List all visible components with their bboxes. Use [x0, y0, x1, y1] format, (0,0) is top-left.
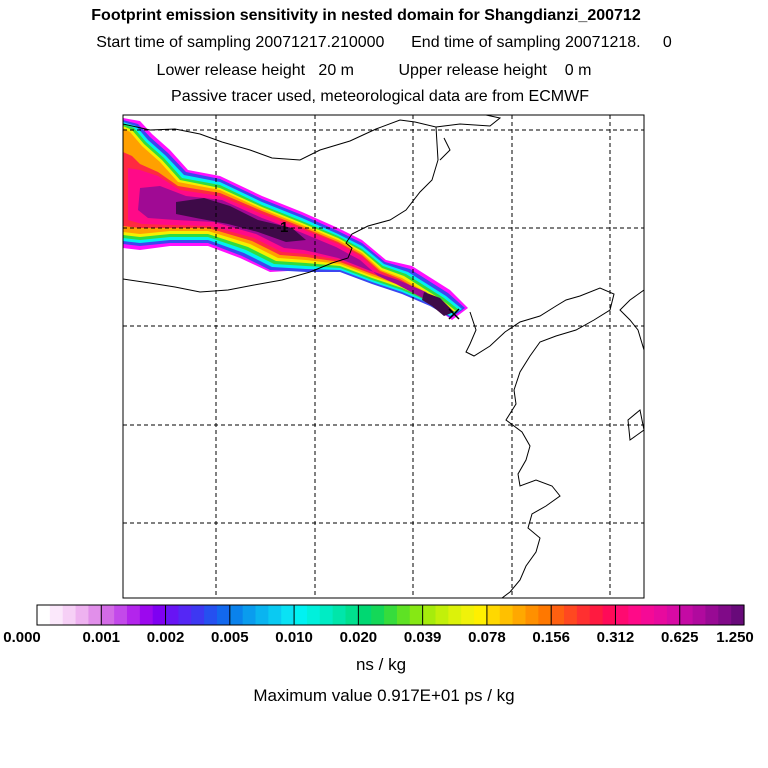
colorbar-cell — [525, 605, 539, 625]
colorbar-cell — [152, 605, 167, 625]
colorbar-cell — [461, 605, 475, 625]
colorbar-tick-label: 0.020 — [339, 629, 378, 646]
colorbar-cell — [281, 605, 295, 625]
colorbar-tick-label: 1.250 — [716, 629, 754, 646]
coast-north — [123, 119, 439, 293]
colorbar-frame — [36, 604, 745, 626]
coastlines — [123, 115, 644, 598]
colorbar-cell — [435, 605, 449, 625]
colorbar-cell — [486, 605, 501, 625]
colorbar-cell — [294, 605, 308, 625]
release-height-line: Lower release height 20 m Upper release … — [156, 62, 592, 79]
grid-lines — [123, 115, 644, 598]
map-frame — [122, 114, 645, 599]
colorbar-tick-label: 0.625 — [660, 629, 699, 646]
sampling-time-line: Start time of sampling 20071217.210000 E… — [96, 34, 672, 51]
colorbar-cell — [75, 605, 90, 625]
plume-core-receptor — [422, 292, 454, 316]
colorbar-cell — [178, 605, 192, 625]
colorbar-tick-label: 0.000 — [3, 629, 41, 646]
colorbar-cell — [628, 605, 642, 625]
colorbar-tick-label: 0.002 — [146, 629, 185, 646]
colorbar-cell — [384, 605, 398, 625]
colorbar-cell — [564, 605, 578, 625]
colorbar-cell — [165, 605, 179, 625]
colorbar-cell — [191, 605, 205, 625]
colorbar-cell — [576, 605, 591, 625]
colorbar-tick-label: 0.005 — [211, 629, 249, 646]
colorbar-cell — [641, 605, 655, 625]
colorbar-cell — [692, 605, 707, 625]
colorbar-cell — [718, 605, 732, 625]
colorbar-cell — [37, 605, 51, 625]
colorbar-tick-label: 0.010 — [275, 629, 313, 646]
colorbar-cell — [512, 605, 527, 625]
colorbar-cell — [396, 605, 411, 625]
colorbar-cell — [126, 605, 141, 625]
colorbar-cell — [306, 605, 321, 625]
colorbar-cell — [705, 605, 719, 625]
colorbar-cell — [49, 605, 64, 625]
colorbar-cell — [101, 605, 115, 625]
colorbar-cell — [409, 605, 424, 625]
colorbar-cell — [62, 605, 77, 625]
tracer-info-line: Passive tracer used, meteorological data… — [171, 88, 589, 105]
map-annotation-1: 1 — [280, 219, 288, 236]
colorbar-cell — [358, 605, 372, 625]
colorbar-cell — [114, 605, 128, 625]
colorbar-cell — [139, 605, 154, 625]
coast-far-east — [619, 289, 644, 351]
colorbar-cell — [216, 605, 231, 625]
colorbar-cell — [242, 605, 257, 625]
colorbar-tick-label: 0.039 — [403, 629, 442, 646]
colorbar-cell — [731, 605, 745, 625]
colorbar-cell — [474, 605, 488, 625]
plume — [123, 118, 468, 320]
coast-east — [465, 287, 615, 598]
colorbar-cell — [602, 605, 617, 625]
colorbar-tick-label: 0.001 — [82, 629, 121, 646]
colorbar-tick-label: 0.156 — [532, 629, 570, 646]
colorbar-cell — [499, 605, 514, 625]
colorbar — [36, 604, 745, 626]
colorbar-tick-label: 0.078 — [468, 629, 506, 646]
colorbar-cell — [666, 605, 681, 625]
maximum-value-text: Maximum value 0.917E+01 ps / kg — [253, 686, 515, 705]
colorbar-cell — [319, 605, 334, 625]
colorbar-cell — [332, 605, 347, 625]
colorbar-cell — [679, 605, 694, 625]
colorbar-cell — [615, 605, 629, 625]
colorbar-cell — [654, 605, 668, 625]
colorbar-cell — [448, 605, 462, 625]
coast-peninsula — [435, 115, 502, 161]
colorbar-cell — [589, 605, 604, 625]
colorbar-cell — [268, 605, 282, 625]
chart-title: Footprint emission sensitivity in nested… — [91, 7, 641, 24]
plume-core — [176, 198, 306, 242]
colorbar-cell — [345, 605, 359, 625]
colorbar-cell — [422, 605, 437, 625]
colorbar-units: ns / kg — [355, 655, 407, 674]
colorbar-cell — [551, 605, 565, 625]
coast-island — [627, 409, 644, 441]
colorbar-cell — [371, 605, 385, 625]
colorbar-tick-label: 0.312 — [596, 629, 635, 646]
colorbar-cell — [229, 605, 244, 625]
colorbar-cell — [204, 605, 218, 625]
colorbar-cell — [88, 605, 102, 625]
colorbar-cell — [538, 605, 552, 625]
colorbar-cell — [255, 605, 269, 625]
receptor-marker — [448, 308, 460, 320]
map-area: 1 — [123, 115, 644, 598]
